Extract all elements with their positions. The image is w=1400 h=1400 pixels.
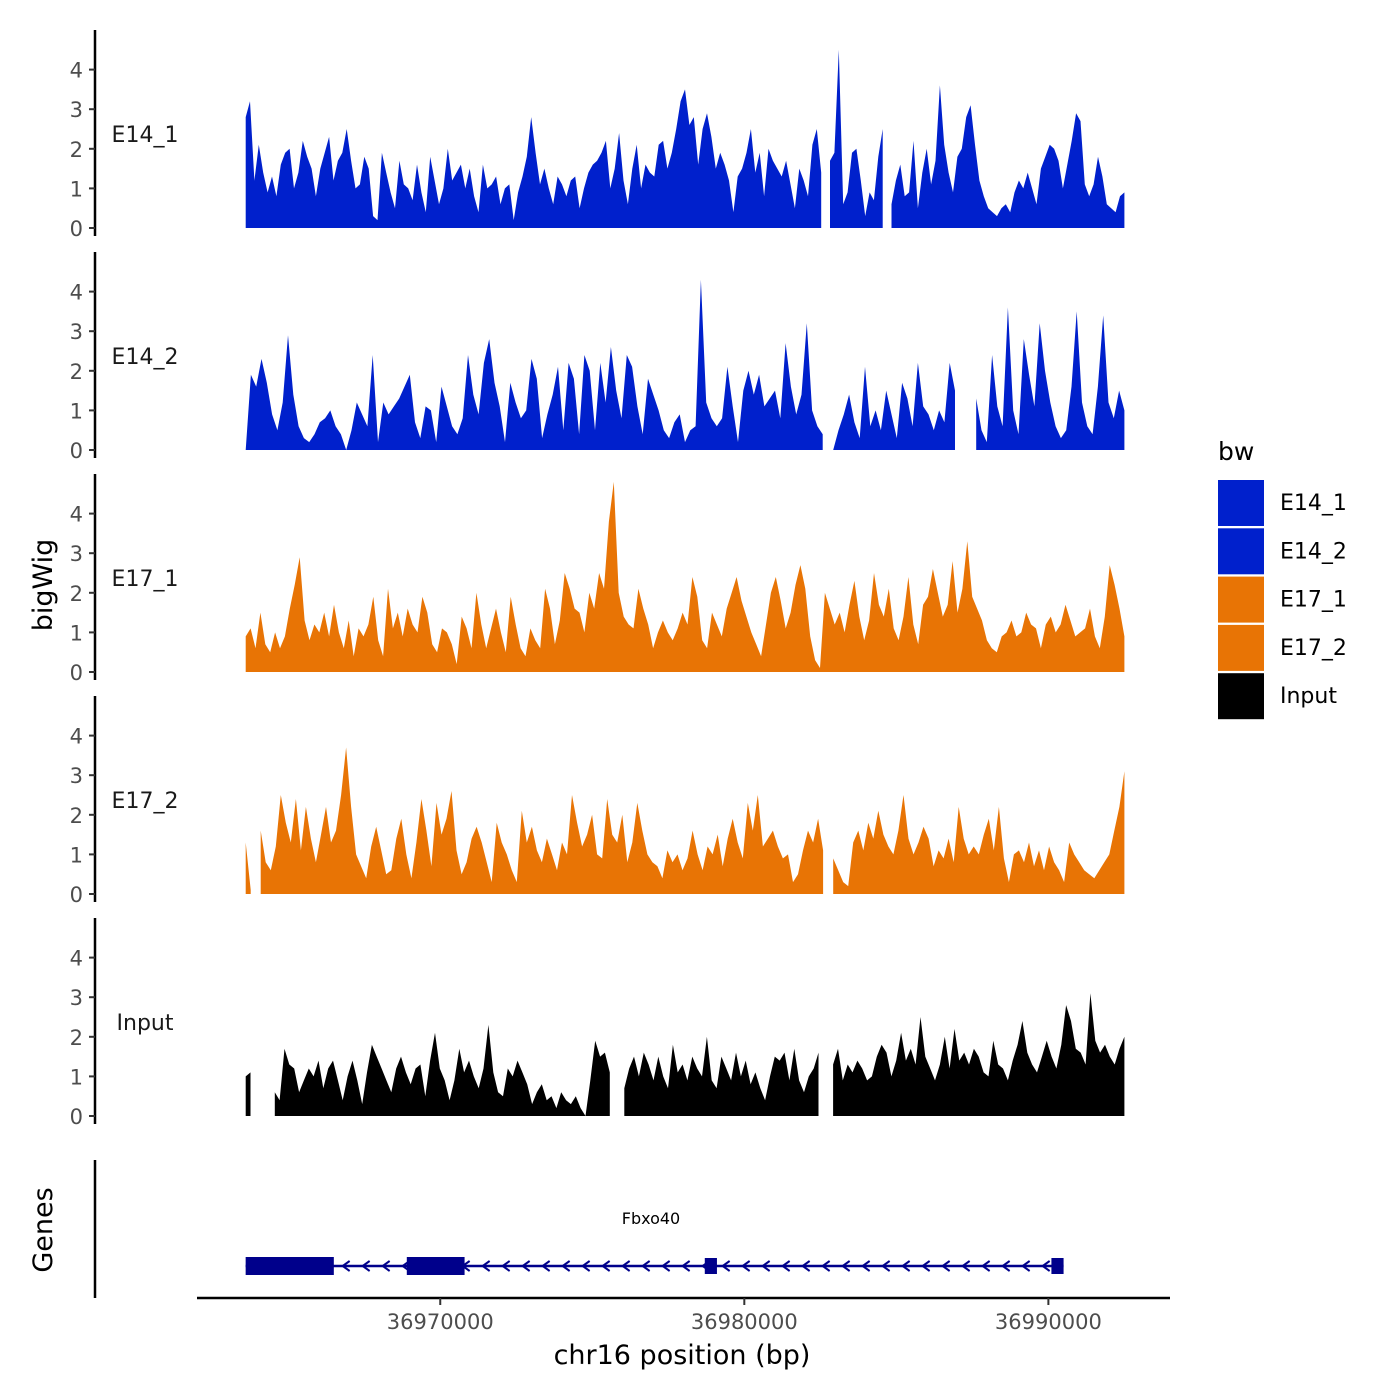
y-tick-label: 2 xyxy=(70,804,83,828)
track-label: E17_2 xyxy=(112,789,179,814)
gene-panel: Fbxo40 xyxy=(93,1160,1064,1298)
strand-arrow xyxy=(660,1260,671,1272)
x-tick-label: 36970000 xyxy=(387,1310,494,1334)
y-tick-label: 4 xyxy=(70,59,83,83)
legend-title: bw xyxy=(1218,437,1254,466)
strand-arrow xyxy=(1040,1260,1051,1272)
y-tick-label: 2 xyxy=(70,1026,83,1050)
legend: bw E14_1 E14_2 E17_1 E17_2 Input xyxy=(1218,437,1347,720)
x-tick-label: 36980000 xyxy=(691,1310,798,1334)
strand-arrow xyxy=(980,1260,991,1272)
track-panel-e17-2: 0 1 2 3 4 E17_2 xyxy=(70,696,1125,907)
strand-arrow xyxy=(640,1260,651,1272)
strand-arrow xyxy=(600,1260,611,1272)
y-tick-label: 1 xyxy=(70,177,83,201)
strand-arrow xyxy=(540,1260,551,1272)
strand-arrow xyxy=(820,1260,831,1272)
strand-arrow xyxy=(360,1260,371,1272)
strand-arrow xyxy=(1000,1260,1011,1272)
y-tick-label: 3 xyxy=(70,986,83,1010)
strand-arrow xyxy=(940,1260,951,1272)
y-tick-label: 3 xyxy=(70,764,83,788)
legend-label: E17_1 xyxy=(1280,588,1347,613)
track-panel-input: 0 1 2 3 4 Input xyxy=(70,918,1125,1129)
y-tick-label: 2 xyxy=(70,582,83,606)
signal-area-input xyxy=(245,993,1125,1116)
y-tick-label: 4 xyxy=(70,947,83,971)
strand-arrow xyxy=(500,1260,511,1272)
legend-label: E14_2 xyxy=(1280,539,1347,564)
gene-exon xyxy=(704,1258,717,1274)
track-panel-e14-2: 0 1 2 3 4 E14_2 xyxy=(70,252,1125,463)
y-tick-label: 1 xyxy=(70,1065,83,1089)
strand-arrow xyxy=(720,1260,731,1272)
y-tick-label: 0 xyxy=(70,883,83,907)
legend-label: E14_1 xyxy=(1280,491,1347,516)
signal-area-e17-2 xyxy=(245,747,1125,894)
track-panel-e17-1: 0 1 2 3 4 E17_1 xyxy=(70,474,1125,685)
legend-label: E17_2 xyxy=(1280,636,1347,661)
legend-swatch-e17-1 xyxy=(1218,576,1264,623)
signal-area-e17-1 xyxy=(245,481,1125,672)
track-label: E14_2 xyxy=(112,345,179,370)
y-tick-label: 3 xyxy=(70,98,83,122)
strand-arrow xyxy=(900,1260,911,1272)
y-tick-label: 0 xyxy=(70,1105,83,1129)
gene-name-label: Fbxo40 xyxy=(622,1209,680,1228)
track-label: Input xyxy=(117,1011,174,1036)
y-axis-title: bigWig xyxy=(28,539,59,632)
strand-arrow xyxy=(920,1260,931,1272)
gene-exon-coding xyxy=(245,1257,334,1275)
y-tick-label: 0 xyxy=(70,217,83,241)
legend-swatch-e17-2 xyxy=(1218,624,1264,671)
strand-arrow xyxy=(340,1260,351,1272)
signal-area-e14-1 xyxy=(245,49,1125,228)
legend-label: Input xyxy=(1280,684,1337,709)
strand-arrow xyxy=(740,1260,751,1272)
strand-arrow xyxy=(520,1260,531,1272)
y-tick-label: 3 xyxy=(70,320,83,344)
y-tick-label: 3 xyxy=(70,542,83,566)
strand-arrow xyxy=(800,1260,811,1272)
strand-arrow xyxy=(760,1260,771,1272)
gene-exon-coding xyxy=(406,1257,465,1275)
genes-axis-title: Genes xyxy=(28,1187,59,1272)
y-tick-label: 1 xyxy=(70,399,83,423)
y-tick-label: 0 xyxy=(70,661,83,685)
strand-arrow xyxy=(960,1260,971,1272)
strand-arrow xyxy=(840,1260,851,1272)
track-label: E17_1 xyxy=(112,567,179,592)
strand-arrow xyxy=(780,1260,791,1272)
strand-arrow xyxy=(1020,1260,1031,1272)
legend-swatch-e14-1 xyxy=(1218,480,1264,526)
strand-arrow xyxy=(380,1260,391,1272)
gene-exon xyxy=(1051,1258,1064,1274)
strand-arrow xyxy=(860,1260,871,1272)
track-label: E14_1 xyxy=(112,123,179,148)
x-tick-label: 36990000 xyxy=(995,1310,1102,1334)
strand-arrow xyxy=(620,1260,631,1272)
y-tick-label: 1 xyxy=(70,621,83,645)
strand-arrow xyxy=(680,1260,691,1272)
strand-arrow xyxy=(560,1260,571,1272)
signal-area-e14-2 xyxy=(245,279,1125,450)
y-tick-label: 4 xyxy=(70,725,83,749)
strand-arrow xyxy=(880,1260,891,1272)
strand-arrow xyxy=(580,1260,591,1272)
track-panel-e14-1: 0 1 2 3 4 E14_1 xyxy=(70,30,1125,241)
strand-arrow xyxy=(480,1260,491,1272)
track-panels: 0 1 2 3 4 E14_1 0 1 2 3 4 E14_2 0 1 2 3 4 E17_1 0 1 2 3 4 E17_2… xyxy=(70,30,1125,1129)
y-tick-label: 1 xyxy=(70,843,83,867)
y-tick-label: 2 xyxy=(70,360,83,384)
x-axis-title: chr16 position (bp) xyxy=(554,1340,811,1371)
x-axis: 36970000 36980000 36990000 xyxy=(197,1296,1170,1334)
y-tick-label: 4 xyxy=(70,281,83,305)
legend-swatch-input xyxy=(1218,673,1264,720)
y-tick-label: 4 xyxy=(70,503,83,527)
legend-swatch-e14-2 xyxy=(1218,528,1264,575)
y-tick-label: 2 xyxy=(70,138,83,162)
y-tick-label: 0 xyxy=(70,439,83,463)
